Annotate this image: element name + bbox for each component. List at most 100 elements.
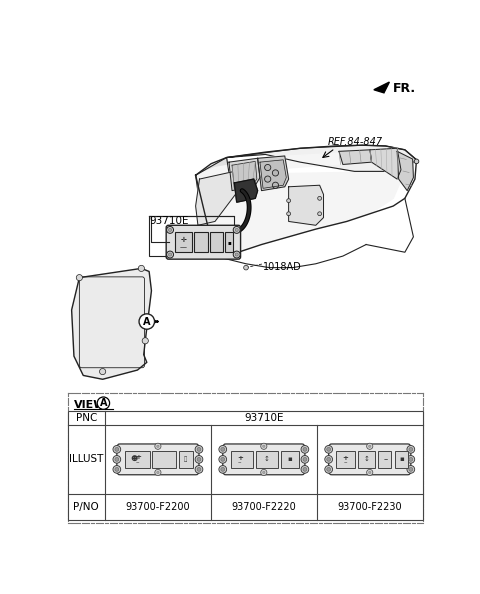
- Circle shape: [369, 471, 371, 473]
- Circle shape: [407, 446, 415, 453]
- Polygon shape: [196, 172, 238, 225]
- Text: ☻: ☻: [130, 456, 137, 462]
- Circle shape: [407, 466, 415, 473]
- Text: A: A: [143, 317, 151, 327]
- Circle shape: [287, 212, 290, 216]
- Circle shape: [221, 457, 225, 462]
- Text: VIEW: VIEW: [74, 400, 107, 410]
- Circle shape: [303, 457, 307, 462]
- Polygon shape: [227, 145, 417, 172]
- Text: ▪: ▪: [288, 456, 292, 462]
- Bar: [210, 232, 223, 252]
- Text: 93710E: 93710E: [149, 216, 189, 226]
- Text: P/NO: P/NO: [73, 502, 99, 512]
- Text: FR.: FR.: [393, 82, 416, 95]
- Polygon shape: [72, 268, 152, 380]
- Circle shape: [219, 446, 227, 453]
- Circle shape: [272, 170, 278, 176]
- Text: ✛: ✛: [180, 237, 186, 243]
- Circle shape: [157, 445, 159, 447]
- Bar: [336, 451, 355, 468]
- Text: 93710E: 93710E: [244, 413, 284, 423]
- Polygon shape: [229, 158, 260, 191]
- Text: ↕: ↕: [364, 456, 370, 462]
- Text: –: –: [344, 459, 348, 466]
- Circle shape: [409, 447, 413, 451]
- Bar: [194, 232, 208, 252]
- Text: 93700-F2200: 93700-F2200: [126, 502, 190, 512]
- Circle shape: [76, 274, 83, 281]
- Circle shape: [219, 466, 227, 473]
- Circle shape: [142, 338, 148, 344]
- Polygon shape: [260, 160, 286, 188]
- Circle shape: [195, 466, 203, 473]
- Circle shape: [264, 165, 271, 170]
- Circle shape: [99, 368, 106, 375]
- Circle shape: [318, 212, 322, 216]
- Bar: [179, 451, 193, 468]
- Circle shape: [138, 266, 144, 271]
- Circle shape: [233, 226, 240, 233]
- Polygon shape: [370, 148, 401, 179]
- Circle shape: [301, 466, 309, 473]
- Text: PNC: PNC: [76, 413, 97, 423]
- Circle shape: [325, 446, 333, 453]
- Circle shape: [325, 466, 333, 473]
- Circle shape: [195, 446, 203, 453]
- Text: —: —: [180, 245, 187, 251]
- Circle shape: [235, 253, 238, 256]
- Polygon shape: [196, 153, 405, 256]
- Bar: [175, 232, 192, 252]
- Text: 93700-F2220: 93700-F2220: [231, 502, 296, 512]
- Circle shape: [264, 176, 271, 182]
- Text: REF.84-847: REF.84-847: [327, 137, 383, 147]
- Text: 🔒: 🔒: [184, 457, 187, 462]
- Circle shape: [197, 447, 201, 451]
- Bar: [225, 232, 233, 252]
- Bar: [395, 451, 408, 468]
- Circle shape: [221, 467, 225, 471]
- Text: A: A: [100, 398, 107, 408]
- Text: –: –: [238, 459, 241, 466]
- Polygon shape: [258, 156, 288, 191]
- Circle shape: [244, 266, 248, 270]
- Circle shape: [219, 456, 227, 463]
- Bar: [125, 451, 150, 468]
- Text: 93700-F2230: 93700-F2230: [337, 502, 402, 512]
- Circle shape: [272, 182, 278, 188]
- Circle shape: [157, 471, 159, 473]
- Text: ↕: ↕: [264, 456, 270, 462]
- Text: ILLUST: ILLUST: [69, 454, 104, 465]
- Bar: [68, 411, 423, 520]
- Polygon shape: [288, 185, 324, 225]
- Circle shape: [303, 447, 307, 451]
- Text: 1018AD: 1018AD: [263, 262, 302, 272]
- Circle shape: [115, 457, 119, 462]
- Circle shape: [195, 456, 203, 463]
- Circle shape: [409, 457, 413, 462]
- Bar: [358, 451, 375, 468]
- Polygon shape: [196, 157, 230, 202]
- Circle shape: [221, 447, 225, 451]
- Circle shape: [167, 251, 174, 258]
- Text: ▪: ▪: [227, 240, 231, 245]
- Circle shape: [168, 228, 172, 232]
- Text: –: –: [136, 459, 140, 466]
- Circle shape: [115, 447, 119, 451]
- Circle shape: [155, 443, 161, 449]
- Circle shape: [327, 457, 331, 462]
- Circle shape: [233, 251, 240, 258]
- FancyBboxPatch shape: [117, 444, 199, 475]
- Circle shape: [325, 456, 333, 463]
- Circle shape: [139, 314, 155, 329]
- Circle shape: [167, 226, 174, 233]
- Circle shape: [318, 197, 322, 200]
- Circle shape: [197, 457, 201, 462]
- Bar: [230, 451, 253, 468]
- Bar: [378, 451, 392, 468]
- Circle shape: [301, 456, 309, 463]
- Circle shape: [367, 469, 373, 476]
- Circle shape: [263, 471, 265, 473]
- Circle shape: [97, 397, 109, 409]
- Circle shape: [235, 228, 238, 232]
